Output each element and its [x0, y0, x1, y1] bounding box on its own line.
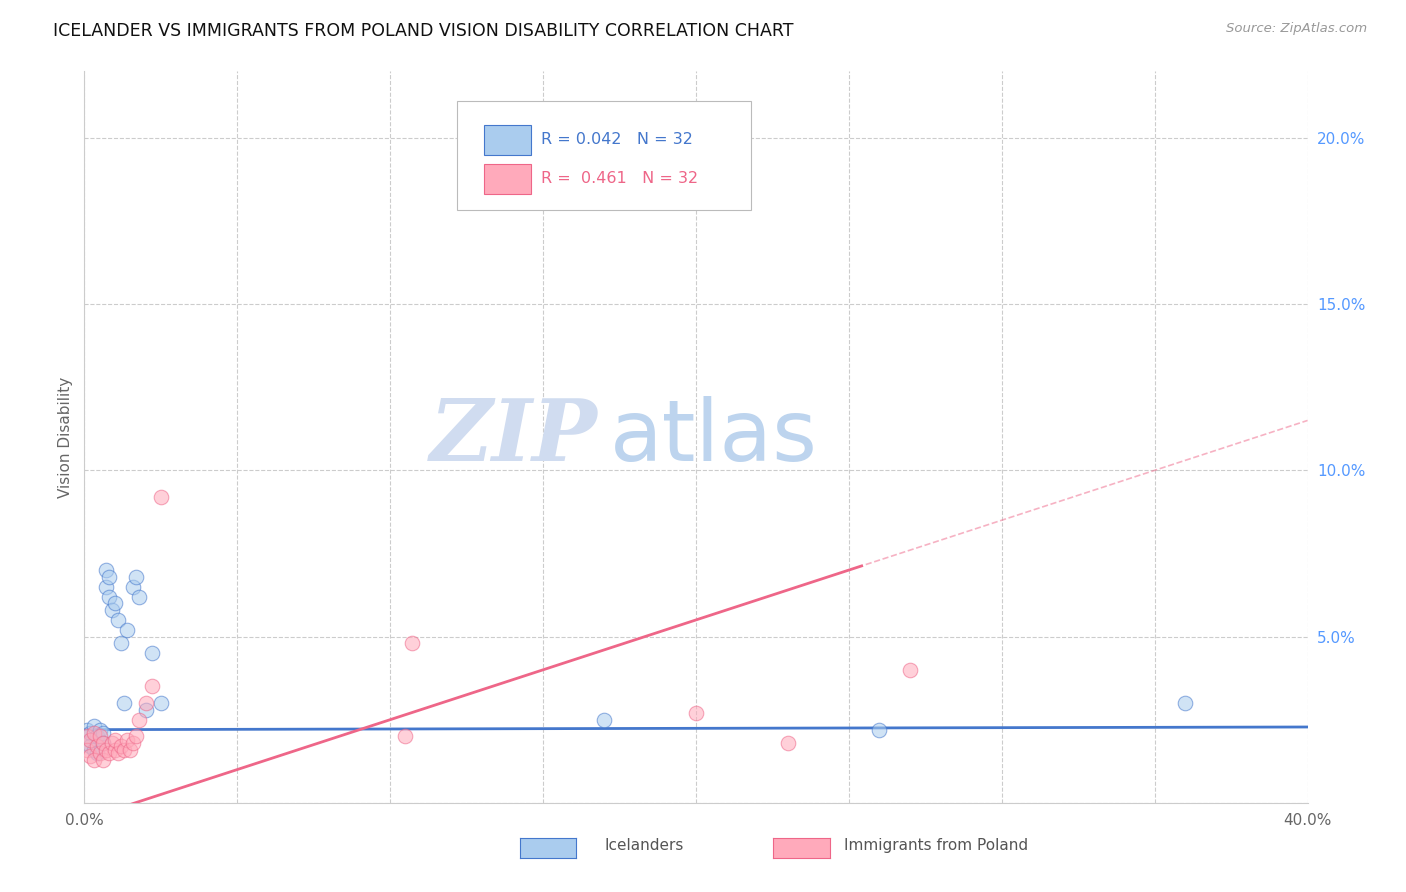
Point — [86, 746, 108, 760]
Point — [110, 739, 132, 754]
Point — [76, 742, 98, 756]
Point — [76, 729, 98, 743]
Point — [394, 729, 416, 743]
Point — [1174, 696, 1197, 710]
Point — [79, 732, 101, 747]
Point — [107, 613, 129, 627]
Text: R =  0.461   N = 32: R = 0.461 N = 32 — [541, 171, 697, 186]
Point — [97, 746, 120, 760]
FancyBboxPatch shape — [484, 163, 531, 194]
Point — [115, 732, 138, 747]
Point — [149, 696, 172, 710]
Point — [401, 636, 423, 650]
Point — [89, 729, 111, 743]
Point — [125, 570, 148, 584]
Point — [94, 580, 117, 594]
Point — [898, 663, 921, 677]
Point — [593, 713, 616, 727]
Point — [125, 729, 148, 743]
Text: R = 0.042   N = 32: R = 0.042 N = 32 — [541, 132, 693, 147]
Text: atlas: atlas — [610, 395, 818, 479]
Point — [94, 742, 117, 756]
Point — [86, 739, 108, 754]
Point — [91, 736, 114, 750]
Point — [141, 680, 163, 694]
Point — [83, 726, 105, 740]
Point — [104, 596, 127, 610]
Point — [135, 696, 157, 710]
Point — [128, 590, 150, 604]
Point — [83, 719, 105, 733]
Point — [89, 723, 111, 737]
Point — [89, 746, 111, 760]
Point — [128, 713, 150, 727]
Point — [685, 706, 707, 720]
Point — [104, 732, 127, 747]
FancyBboxPatch shape — [457, 101, 751, 211]
Point — [94, 563, 117, 577]
Point — [104, 742, 127, 756]
Point — [776, 736, 799, 750]
Point — [112, 696, 135, 710]
Point — [79, 739, 101, 754]
Point — [91, 736, 114, 750]
Point — [76, 736, 98, 750]
Point — [115, 623, 138, 637]
Point — [79, 726, 101, 740]
Y-axis label: Vision Disability: Vision Disability — [58, 376, 73, 498]
Point — [869, 723, 891, 737]
Text: ICELANDER VS IMMIGRANTS FROM POLAND VISION DISABILITY CORRELATION CHART: ICELANDER VS IMMIGRANTS FROM POLAND VISI… — [53, 22, 794, 40]
Point — [76, 723, 98, 737]
Text: Immigrants from Poland: Immigrants from Poland — [844, 838, 1028, 853]
Point — [91, 753, 114, 767]
FancyBboxPatch shape — [484, 125, 531, 155]
Point — [122, 736, 145, 750]
Point — [101, 603, 124, 617]
Text: ZIP: ZIP — [430, 395, 598, 479]
Point — [79, 749, 101, 764]
Point — [120, 742, 142, 756]
Point — [112, 742, 135, 756]
Point — [97, 590, 120, 604]
Point — [122, 580, 145, 594]
Point — [83, 753, 105, 767]
Point — [107, 746, 129, 760]
Text: Source: ZipAtlas.com: Source: ZipAtlas.com — [1226, 22, 1367, 36]
Point — [110, 636, 132, 650]
Point — [86, 729, 108, 743]
Point — [101, 736, 124, 750]
Text: Icelanders: Icelanders — [605, 838, 683, 853]
Point — [91, 726, 114, 740]
Point — [149, 490, 172, 504]
Point — [135, 703, 157, 717]
Point — [141, 646, 163, 660]
Point — [83, 742, 105, 756]
Point — [97, 570, 120, 584]
